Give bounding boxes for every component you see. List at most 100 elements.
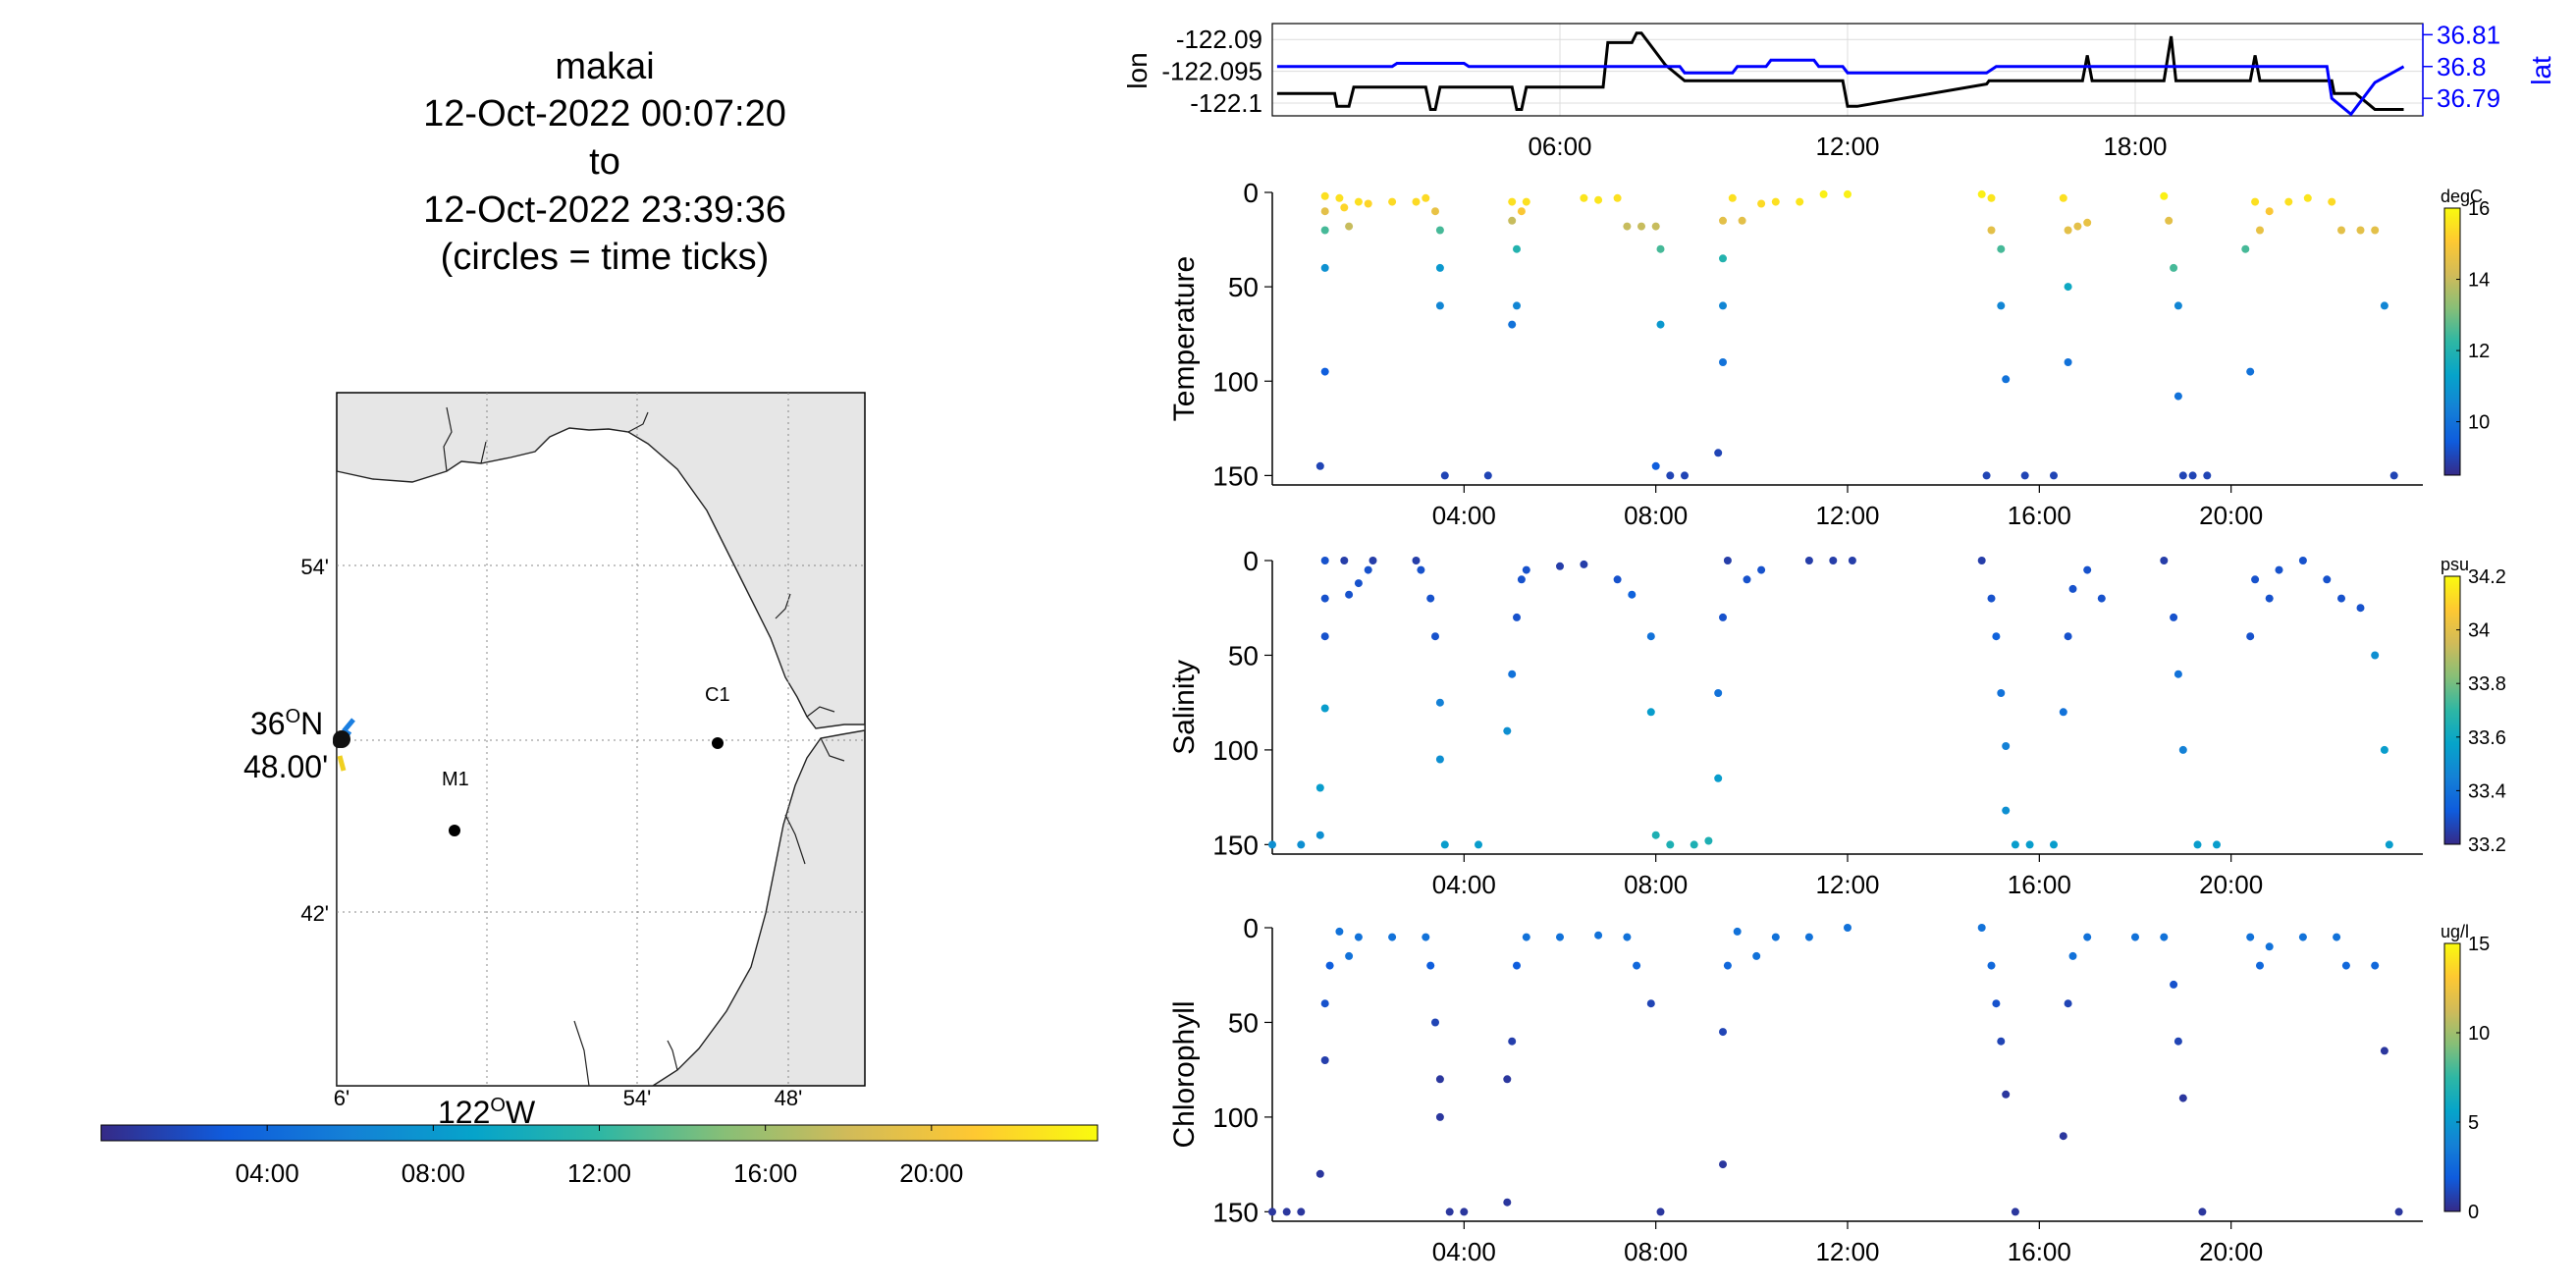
chlorophyll-point	[1426, 961, 1435, 970]
temperature-point	[1987, 193, 1996, 202]
temperature-point	[1435, 226, 1444, 235]
chlorophyll-point	[2059, 1132, 2067, 1141]
lon-main-label: 122OW	[438, 1095, 536, 1130]
salinity-point	[1628, 590, 1637, 599]
temperature-y-tick-label: 150	[1212, 460, 1259, 491]
chlorophyll-point	[1752, 951, 1761, 960]
coastline-water	[336, 427, 866, 1087]
temperature-colorbar-tick-label: 16	[2468, 198, 2490, 220]
chlorophyll-point	[1987, 961, 1996, 970]
station-m1-label: M1	[442, 769, 469, 790]
chlorophyll-point	[2131, 933, 2139, 941]
lat-main-hemisphere: N	[300, 706, 323, 741]
salinity-point	[2298, 557, 2307, 564]
salinity-point	[1340, 557, 1349, 564]
salinity-point	[2160, 557, 2169, 564]
title-line-3: to	[589, 141, 620, 183]
salinity-colorbar-tick-label: 34	[2468, 620, 2490, 642]
salinity-point	[2050, 840, 2058, 849]
salinity-point	[1368, 557, 1377, 564]
salinity-point	[2246, 632, 2255, 641]
chlorophyll-colorbar-tick-label: 0	[2468, 1202, 2479, 1223]
temperature-point	[1757, 199, 1766, 208]
chlorophyll-point	[1435, 1075, 1444, 1084]
salinity-panel: 0 50 100 150 04:00 08:00 12:00 16:00 20:00 Salini…	[1168, 546, 2506, 899]
salinity-point	[1320, 594, 1329, 603]
chlorophyll-x-tick-label: 08:00	[1624, 1237, 1688, 1266]
time-colorbar-tick-label: 16:00	[733, 1158, 797, 1188]
temperature-point	[1738, 216, 1746, 225]
chlorophyll-colorbar-units: ug/l	[2441, 922, 2469, 941]
time-colorbar-tick-label: 08:00	[402, 1158, 465, 1188]
temperature-point	[2246, 367, 2255, 376]
title-line-5: (circles = time ticks)	[440, 237, 770, 278]
temperature-point	[2064, 283, 2072, 292]
chlorophyll-point	[2002, 1090, 2011, 1099]
salinity-point	[1320, 704, 1329, 713]
map-gridlines	[337, 393, 865, 1086]
chlorophyll-point	[1623, 933, 1632, 941]
salinity-point	[2178, 745, 2187, 754]
chlorophyll-point	[1431, 1018, 1439, 1027]
temperature-point	[2256, 226, 2264, 235]
temperature-x-tick-label: 16:00	[2008, 501, 2071, 530]
salinity-point	[2097, 594, 2106, 603]
temperature-point	[1517, 207, 1526, 216]
chlorophyll-y-tick-label: 50	[1228, 1007, 1259, 1038]
salinity-point	[1723, 557, 1732, 564]
chlorophyll-point	[2341, 961, 2350, 970]
salinity-point	[2371, 651, 2380, 660]
station-m1-marker	[449, 825, 460, 836]
temperature-point	[2178, 471, 2187, 480]
salinity-point	[1992, 632, 2001, 641]
lat-main-deg-sym: O	[286, 706, 301, 727]
lonlat-x-tick-label: 06:00	[1528, 132, 1591, 161]
temperature-point	[1508, 197, 1517, 206]
temperature-point	[1320, 263, 1329, 272]
chlorophyll-point	[1522, 933, 1530, 941]
temperature-x-tick-label: 12:00	[1815, 501, 1879, 530]
chlorophyll-point	[1733, 927, 1742, 936]
chlorophyll-colorbar-tick-label: 10	[2468, 1023, 2490, 1045]
salinity-point	[1977, 557, 1986, 564]
salinity-point	[1315, 831, 1324, 839]
salinity-point	[2170, 613, 2178, 621]
salinity-x-tick-label: 12:00	[1815, 870, 1879, 899]
temperature-point	[2241, 244, 2250, 253]
salinity-point	[2337, 594, 2345, 603]
salinity-point	[1426, 594, 1435, 603]
salinity-point	[2251, 575, 2260, 584]
temperature-point	[2337, 226, 2345, 235]
lat-tick-label: 36.79	[2437, 83, 2500, 113]
temperature-point	[1435, 263, 1444, 272]
temperature-point	[1354, 197, 1363, 206]
chlorophyll-point	[1997, 1037, 2006, 1046]
temperature-y-tick-label: 50	[1228, 272, 1259, 302]
salinity-point	[2213, 840, 2221, 849]
salinity-point	[1315, 783, 1324, 792]
temperature-point	[1522, 197, 1530, 206]
salinity-x-tick-label: 08:00	[1624, 870, 1688, 899]
temperature-point	[2160, 191, 2169, 200]
chlorophyll-point	[1646, 999, 1655, 1008]
temperature-point	[2174, 392, 2182, 401]
temperature-point	[1440, 471, 1449, 480]
temperature-point	[1719, 301, 1727, 310]
temperature-colorbar-units: degC	[2441, 187, 2483, 206]
temperature-point	[1651, 461, 1660, 470]
temperature-point	[1637, 222, 1645, 231]
temperature-point	[1982, 471, 1991, 480]
temperature-point	[1844, 189, 1852, 198]
chlorophyll-point	[1992, 999, 2001, 1008]
chlorophyll-point	[1594, 931, 1603, 939]
salinity-colorbar-tick-label: 34.2	[2468, 566, 2506, 588]
salinity-colorbar-units: psu	[2441, 555, 2469, 574]
salinity-point	[1522, 565, 1530, 574]
chlorophyll-x-tick-label: 16:00	[2008, 1237, 2071, 1266]
temperature-point	[1977, 189, 1986, 198]
temperature-point	[1656, 244, 1665, 253]
temperature-point	[2020, 471, 2029, 480]
salinity-y-tick-label: 100	[1212, 735, 1259, 766]
temperature-point	[1796, 197, 1804, 206]
time-colorbar: 04:00 08:00 12:00 16:00 20:00	[100, 1124, 1099, 1188]
